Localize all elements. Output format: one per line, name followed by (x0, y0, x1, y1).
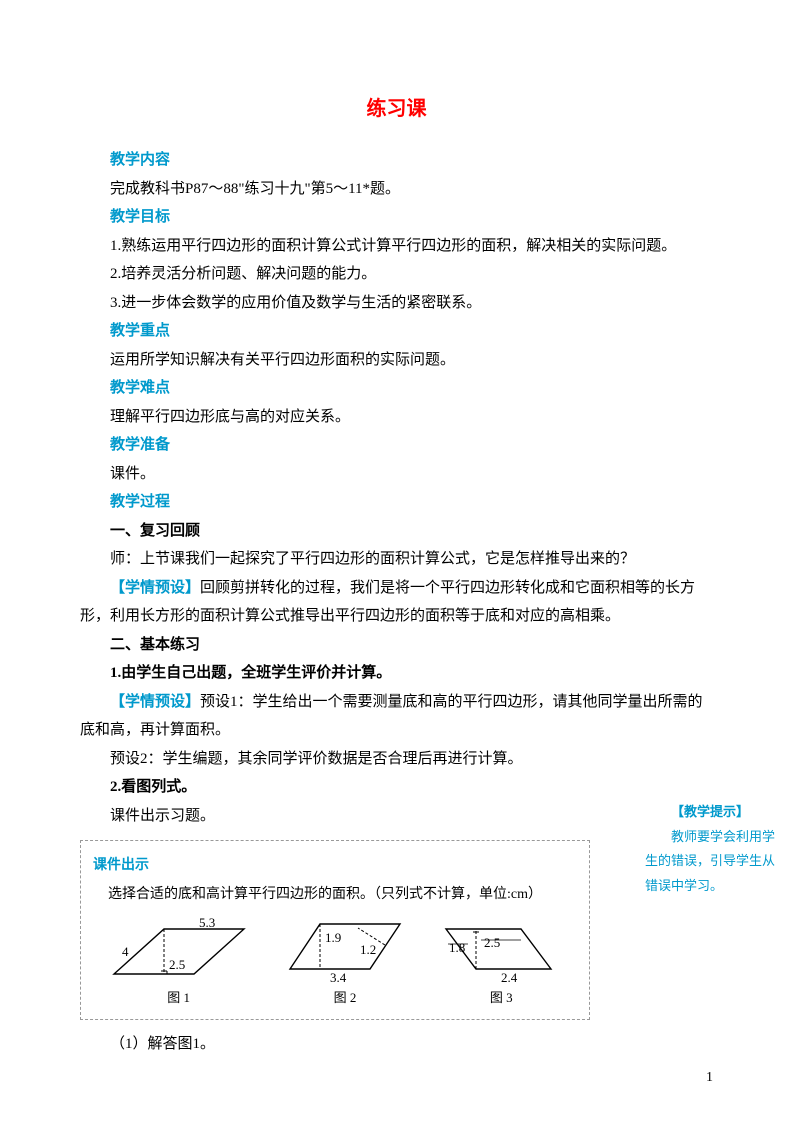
section-focus-label: 教学重点 (80, 317, 713, 346)
figure-box: 课件出示 选择合适的底和高计算平行四边形的面积。（只列式不计算，单位:cm） 5… (80, 840, 590, 1020)
svg-text:1.2: 1.2 (360, 942, 376, 957)
parallelogram-2-icon: 1.9 1.2 3.4 (275, 914, 415, 984)
section-difficulty-label: 教学难点 (80, 374, 713, 403)
goal-2: 2.培养灵活分析问题、解决问题的能力。 (80, 260, 713, 289)
svg-text:1.9: 1.9 (325, 930, 341, 945)
figure-prompt: 选择合适的底和高计算平行四边形的面积。（只列式不计算，单位:cm） (108, 882, 577, 909)
figure-box-label: 课件出示 (93, 851, 577, 878)
preset-1-label: 【学情预设】 (110, 579, 200, 596)
heading-basic: 二、基本练习 (80, 631, 713, 660)
review-q: 师：上节课我们一起探究了平行四边形的面积计算公式，它是怎样推导出来的？ (80, 545, 713, 574)
figure-1-caption: 图 1 (104, 986, 254, 1011)
teaching-tip-sidebar: 【教学提示】 教师要学会利用学生的错误，引导学生从错误中学习。 (645, 800, 775, 899)
content-text: 完成教科书P87～88"练习十九"第5～11*题。 (80, 175, 713, 204)
figure-3-caption: 图 3 (436, 986, 566, 1011)
parallelogram-3-icon: 2.5 1.8 2.4 (436, 914, 566, 984)
svg-text:2.5: 2.5 (484, 935, 500, 950)
sidebar-title: 【教学提示】 (645, 800, 775, 825)
page-number: 1 (706, 1065, 713, 1092)
prep-text: 课件。 (80, 460, 713, 489)
section-goal-label: 教学目标 (80, 203, 713, 232)
preset-2a: 【学情预设】预设1：学生给出一个需要测量底和高的平行四边形，请其他同学量出所需的… (80, 688, 713, 745)
figure-2-caption: 图 2 (275, 986, 415, 1011)
show-text: 课件出示习题。 (80, 802, 713, 831)
section-process-label: 教学过程 (80, 488, 713, 517)
sidebar-body: 教师要学会利用学生的错误，引导学生从错误中学习。 (645, 825, 775, 899)
svg-text:4: 4 (122, 944, 129, 959)
svg-text:3.4: 3.4 (330, 970, 347, 984)
figure-3: 2.5 1.8 2.4 图 3 (436, 914, 566, 1011)
goal-3: 3.进一步体会数学的应用价值及数学与生活的紧密联系。 (80, 289, 713, 318)
svg-text:5.3: 5.3 (199, 915, 215, 930)
figures-row: 5.3 2.5 4 图 1 1.9 1.2 3.4 图 2 2.5 (93, 914, 577, 1011)
answer-1: （1）解答图1。 (80, 1030, 713, 1059)
section-prep-label: 教学准备 (80, 431, 713, 460)
page-title: 练习课 (80, 90, 713, 128)
heading-review: 一、复习回顾 (80, 517, 713, 546)
section-content-label: 教学内容 (80, 146, 713, 175)
svg-text:2.4: 2.4 (501, 970, 518, 984)
svg-text:1.8: 1.8 (449, 940, 465, 955)
parallelogram-1-icon: 5.3 2.5 4 (104, 914, 254, 984)
difficulty-text: 理解平行四边形底与高的对应关系。 (80, 403, 713, 432)
sub-2: 2.看图列式。 (80, 773, 713, 802)
goal-1: 1.熟练运用平行四边形的面积计算公式计算平行四边形的面积，解决相关的实际问题。 (80, 232, 713, 261)
figure-1: 5.3 2.5 4 图 1 (104, 914, 254, 1011)
sub-1: 1.由学生自己出题，全班学生评价并计算。 (80, 659, 713, 688)
preset-2-label: 【学情预设】 (110, 693, 200, 710)
focus-text: 运用所学知识解决有关平行四边形面积的实际问题。 (80, 346, 713, 375)
svg-text:2.5: 2.5 (169, 957, 185, 972)
figure-2: 1.9 1.2 3.4 图 2 (275, 914, 415, 1011)
preset-2b: 预设2：学生编题，其余同学评价数据是否合理后再进行计算。 (80, 745, 713, 774)
preset-1: 【学情预设】回顾剪拼转化的过程，我们是将一个平行四边形转化成和它面积相等的长方形… (80, 574, 713, 631)
